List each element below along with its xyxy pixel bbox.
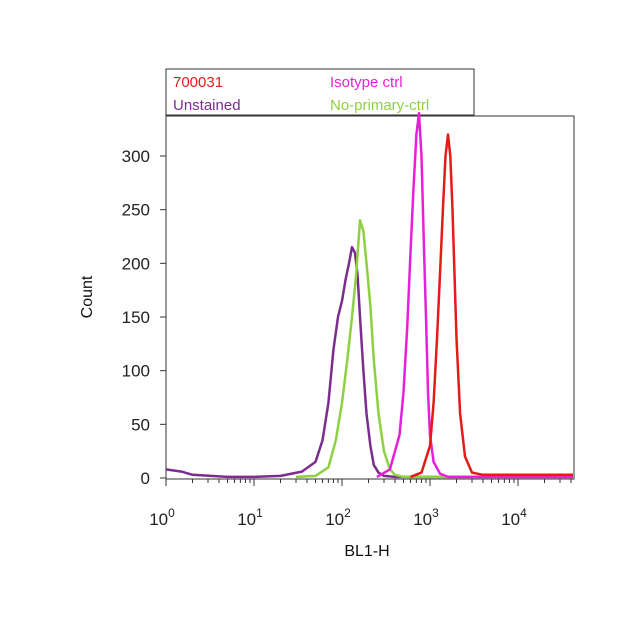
series-line-isotype-ctrl [376, 111, 573, 479]
x-tick-label: 100 [149, 506, 175, 529]
series-line-no-primary-ctrl [295, 219, 573, 479]
y-tick-label: 50 [131, 415, 150, 434]
y-tick-label: 0 [141, 469, 150, 488]
y-tick-label: 150 [122, 308, 150, 327]
x-tick-label: 103 [413, 506, 439, 529]
y-tick-label: 200 [122, 254, 150, 273]
x-tick-label: 101 [237, 506, 263, 529]
y-tick-label: 250 [122, 201, 150, 220]
x-tick-label: 102 [325, 506, 351, 529]
legend-entry-700031: 700031 [173, 74, 223, 91]
x-axis-title: BL1-H [344, 543, 389, 560]
y-axis: 0 50 100 150 200 250 300 [122, 147, 166, 488]
legend: 700031 Isotype ctrl Unstained No-primary… [165, 68, 475, 116]
legend-entry-unstained: Unstained [173, 97, 241, 114]
series-line-700031 [410, 133, 573, 479]
series-layer [165, 111, 573, 479]
plot-frame [165, 115, 575, 480]
x-axis: 100 101 102 103 104 [149, 479, 572, 529]
legend-entry-no-primary-ctrl: No-primary-ctrl [330, 97, 429, 114]
y-tick-label: 100 [122, 362, 150, 381]
legend-entry-isotype-ctrl: Isotype ctrl [330, 74, 403, 91]
x-tick-label: 104 [501, 506, 527, 529]
y-axis-title: Count [79, 275, 96, 318]
y-tick-label: 300 [122, 147, 150, 166]
legend-box [165, 68, 475, 116]
series-line-unstained [165, 245, 573, 479]
